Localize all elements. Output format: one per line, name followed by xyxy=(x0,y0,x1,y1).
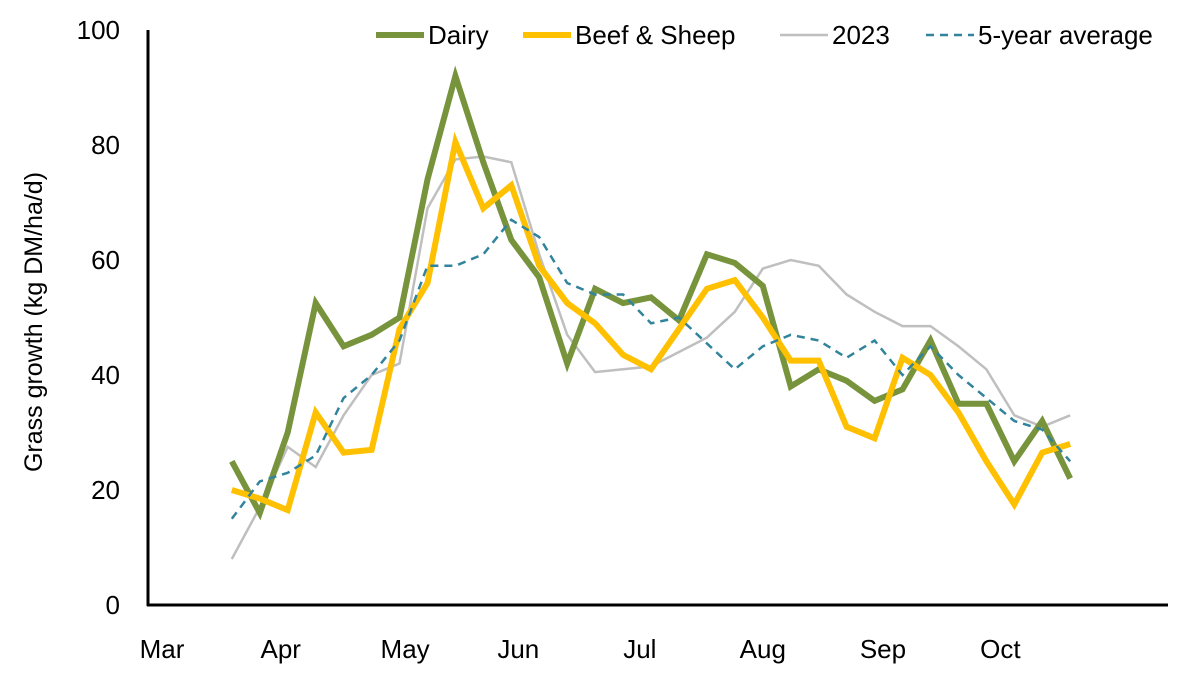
series-line-5-year-average xyxy=(230,218,1072,520)
y-tick-label: 0 xyxy=(106,590,120,620)
y-tick-label: 40 xyxy=(91,360,120,390)
x-tick-label: Mar xyxy=(140,634,185,664)
x-tick-label: Sep xyxy=(860,634,906,664)
x-tick-label: Jun xyxy=(497,634,539,664)
legend-label-dairy: Dairy xyxy=(428,20,489,50)
series-line-2023 xyxy=(230,155,1071,560)
series-line-dairy xyxy=(229,65,1073,521)
y-axis-title: Grass growth (kg DM/ha/d) xyxy=(20,172,48,472)
y-tick-label: 60 xyxy=(91,245,120,275)
series-line-beef-sheep xyxy=(230,131,1072,515)
y-tick-labels: 0 20 40 60 80 100 xyxy=(77,15,120,620)
x-tick-label: May xyxy=(381,634,430,664)
x-tick-label: Oct xyxy=(980,634,1021,664)
legend: Dairy Beef & Sheep 2023 5-year average xyxy=(376,20,1153,50)
legend-label-2023: 2023 xyxy=(832,20,890,50)
y-tick-label: 100 xyxy=(77,15,120,45)
legend-label-5-year-average: 5-year average xyxy=(978,20,1153,50)
x-tick-label: Jul xyxy=(623,634,656,664)
x-tick-label: Apr xyxy=(261,634,302,664)
chart-axes xyxy=(146,30,1168,607)
y-tick-label: 80 xyxy=(91,130,120,160)
x-tick-label: Aug xyxy=(740,634,786,664)
legend-label-beef-sheep: Beef & Sheep xyxy=(575,20,735,50)
x-tick-labels: Mar Apr May Jun Jul Aug Sep Oct xyxy=(140,634,1022,664)
y-tick-label: 20 xyxy=(91,475,120,505)
series-layer xyxy=(229,65,1073,560)
